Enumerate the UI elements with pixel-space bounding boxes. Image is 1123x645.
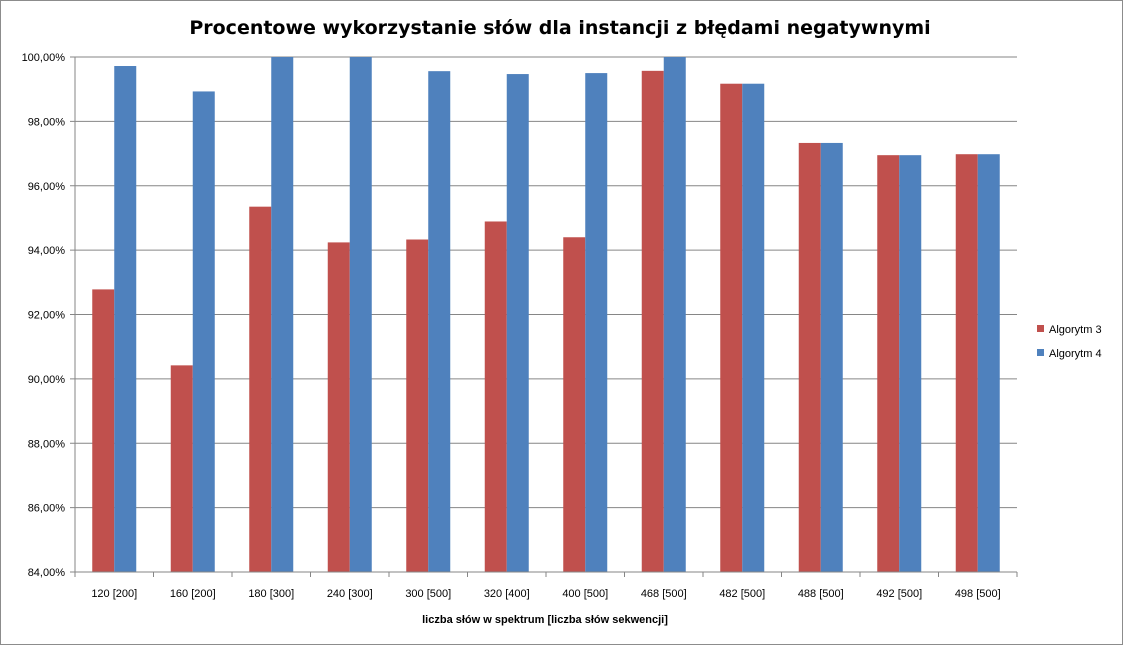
bar-algorytm-4 xyxy=(977,154,1000,573)
y-tick-label: 98,00% xyxy=(28,116,66,128)
x-tick-label: 492 [500] xyxy=(876,588,922,600)
bar-algorytm-3 xyxy=(563,237,586,572)
bar-algorytm-4 xyxy=(585,73,608,572)
bar-algorytm-4 xyxy=(271,57,294,572)
bar-algorytm-3 xyxy=(720,83,743,572)
x-tick-label: 482 [500] xyxy=(719,588,765,600)
bar-algorytm-4 xyxy=(192,91,215,573)
bar-algorytm-3 xyxy=(641,70,664,572)
x-tick-label: 160 [200] xyxy=(170,588,216,600)
chart-title: Procentowe wykorzystanie słów dla instan… xyxy=(189,17,930,39)
legend-swatch xyxy=(1037,349,1044,356)
bar-algorytm-4 xyxy=(663,57,686,572)
y-tick-label: 86,00% xyxy=(28,503,66,515)
bar-algorytm-4 xyxy=(820,142,843,573)
bar-algorytm-4 xyxy=(899,155,922,572)
y-tick-label: 84,00% xyxy=(28,567,66,579)
x-tick-label: 498 [500] xyxy=(955,588,1001,600)
x-tick-label: 400 [500] xyxy=(562,588,608,600)
bar-algorytm-4 xyxy=(506,74,529,572)
bar-algorytm-3 xyxy=(249,206,272,572)
y-tick-label: 96,00% xyxy=(28,181,66,193)
bar-algorytm-4 xyxy=(742,83,765,572)
x-tick-label: 300 [500] xyxy=(405,588,451,600)
x-tick-label: 180 [300] xyxy=(248,588,294,600)
bar-algorytm-3 xyxy=(92,289,115,572)
legend: Algorytm 3 Algorytm 4 xyxy=(1037,324,1102,360)
y-tick-label: 90,00% xyxy=(28,374,66,386)
y-tick-label: 92,00% xyxy=(28,310,66,322)
bar-algorytm-3 xyxy=(798,142,821,573)
bar-algorytm-3 xyxy=(327,242,350,572)
y-tick-label: 88,00% xyxy=(28,438,66,450)
x-axis xyxy=(74,571,1018,577)
bar-algorytm-3 xyxy=(406,239,429,573)
y-tick-label: 100,00% xyxy=(22,52,66,64)
x-tick-label: 468 [500] xyxy=(641,588,687,600)
bar-algorytm-4 xyxy=(349,57,372,572)
legend-entry: Algorytm 4 xyxy=(1049,348,1102,360)
x-tick-label: 320 [400] xyxy=(484,588,530,600)
y-tick-label: 94,00% xyxy=(28,245,66,257)
bar-algorytm-3 xyxy=(877,155,900,572)
x-tick-label: 488 [500] xyxy=(798,588,844,600)
bar-algorytm-4 xyxy=(428,71,451,572)
bar-algorytm-3 xyxy=(955,154,978,573)
y-axis-tick-labels: 84,00% 86,00% 88,00% 90,00% 92,00% 94,00% 96,0… xyxy=(22,52,66,579)
bar-algorytm-3 xyxy=(484,221,507,572)
x-axis-tick-labels: 120 [200] 160 [200] 180 [300] 240 [300] 300 … xyxy=(91,588,1000,600)
x-tick-label: 120 [200] xyxy=(91,588,137,600)
bars xyxy=(92,57,1000,573)
legend-entry: Algorytm 3 xyxy=(1049,324,1102,336)
bar-algorytm-4 xyxy=(114,66,137,572)
legend-swatch xyxy=(1037,325,1044,332)
x-tick-label: 240 [300] xyxy=(327,588,373,600)
x-axis-label: liczba słów w spektrum [liczba słów sekw… xyxy=(422,614,668,626)
bar-algorytm-3 xyxy=(170,365,193,572)
